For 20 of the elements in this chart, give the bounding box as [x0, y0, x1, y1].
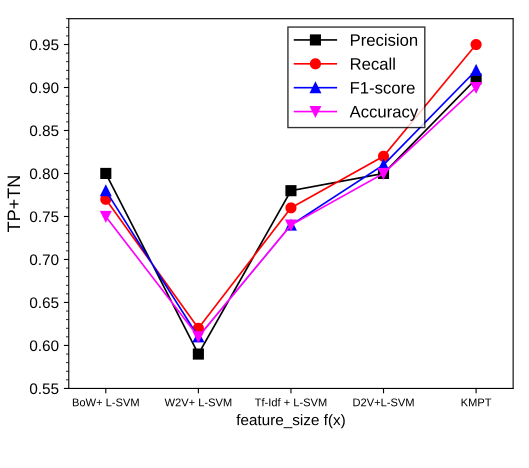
y-tick-label: 0.75 — [30, 211, 58, 222]
x-tick-label: Tf-Idf + L-SVM — [254, 398, 326, 406]
y-tick-label: 0.70 — [30, 254, 58, 266]
x-tick-label: D2V+L-SVM — [353, 398, 414, 406]
x-tick-label: KMPT — [462, 398, 492, 406]
y-tick-label: 0.95 — [30, 39, 58, 50]
y-tick-label: 0.65 — [30, 297, 58, 308]
y-axis-title: TP+TN — [8, 176, 20, 232]
y-tick-label: 0.90 — [30, 82, 58, 94]
legend-label: Precision — [350, 34, 418, 46]
y-tick-label: 0.55 — [30, 383, 58, 394]
y-tick-label: 0.80 — [30, 168, 58, 180]
x-tick-label: W2V+ L-SVM — [164, 398, 232, 406]
legend-label: F1-score — [350, 82, 415, 94]
y-tick-label: 0.85 — [30, 125, 58, 136]
y-tick-label: 0.60 — [30, 340, 58, 352]
legend-label: Accuracy — [350, 106, 418, 121]
legend-label: Recall — [350, 58, 395, 70]
x-tick-label: BoW+ L-SVM — [72, 398, 139, 406]
x-axis-title: feature_size f(x) — [236, 414, 345, 428]
